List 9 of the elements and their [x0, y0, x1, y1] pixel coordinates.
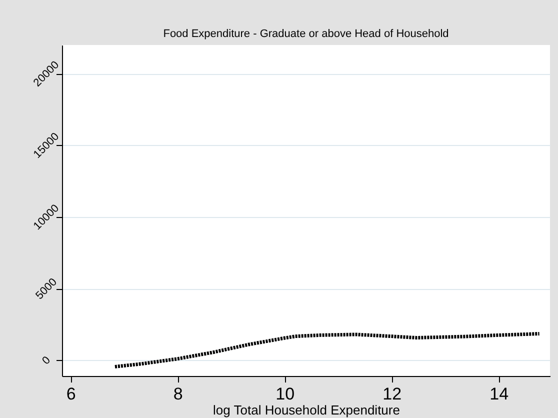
- x-tick-label: 14: [490, 384, 509, 404]
- chart-title: Food Expenditure - Graduate or above Head of Household: [163, 28, 449, 40]
- y-tick-label: 0: [40, 354, 53, 368]
- x-tick-label: 6: [66, 384, 76, 404]
- x-axis-title: log Total Household Expenditure: [213, 402, 400, 418]
- x-tick-label: 12: [382, 384, 402, 404]
- x-tick-label: 10: [276, 384, 295, 404]
- line-series: [113, 332, 542, 368]
- x-tick-label: 8: [173, 384, 183, 404]
